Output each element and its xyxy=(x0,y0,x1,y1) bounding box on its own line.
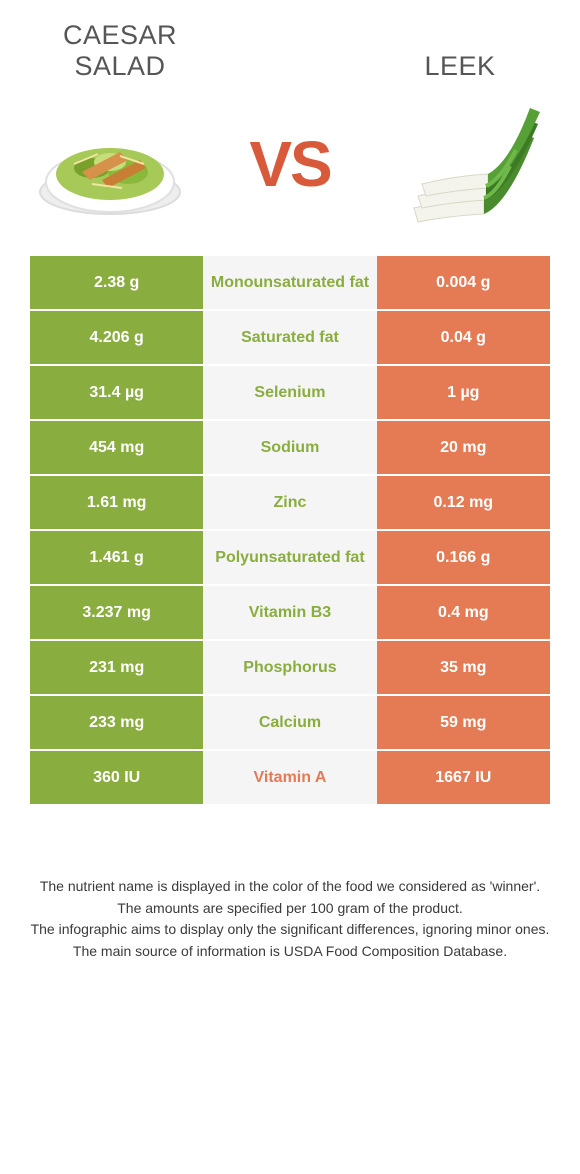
table-row: 2.38 gMonounsaturated fat0.004 g xyxy=(30,256,550,311)
cell-right-value: 0.12 mg xyxy=(377,476,550,529)
cell-nutrient-label: Selenium xyxy=(203,366,376,419)
cell-right-value: 1667 IU xyxy=(377,751,550,804)
food-left-title-line1: Caesar xyxy=(63,20,177,50)
leek-image xyxy=(388,94,548,234)
leek-icon xyxy=(388,94,548,234)
cell-right-value: 20 mg xyxy=(377,421,550,474)
cell-nutrient-label: Polyunsaturated fat xyxy=(203,531,376,584)
cell-right-value: 59 mg xyxy=(377,696,550,749)
table-row: 231 mgPhosphorus35 mg xyxy=(30,641,550,696)
salad-image xyxy=(32,94,192,234)
infographic-container: Caesar salad Leek VS xyxy=(0,0,580,806)
table-row: 454 mgSodium20 mg xyxy=(30,421,550,476)
footer-line-2: The amounts are specified per 100 gram o… xyxy=(24,898,556,920)
cell-right-value: 0.166 g xyxy=(377,531,550,584)
footer-line-3: The infographic aims to display only the… xyxy=(24,919,556,941)
cell-nutrient-label: Saturated fat xyxy=(203,311,376,364)
comparison-table: 2.38 gMonounsaturated fat0.004 g4.206 gS… xyxy=(30,256,550,806)
images-row: VS xyxy=(30,94,550,234)
vs-label: VS xyxy=(249,127,330,201)
cell-nutrient-label: Sodium xyxy=(203,421,376,474)
cell-left-value: 2.38 g xyxy=(30,256,203,309)
cell-right-value: 0.4 mg xyxy=(377,586,550,639)
cell-right-value: 1 µg xyxy=(377,366,550,419)
table-row: 31.4 µgSelenium1 µg xyxy=(30,366,550,421)
cell-nutrient-label: Calcium xyxy=(203,696,376,749)
footer-notes: The nutrient name is displayed in the co… xyxy=(0,876,580,963)
cell-nutrient-label: Vitamin A xyxy=(203,751,376,804)
cell-nutrient-label: Phosphorus xyxy=(203,641,376,694)
table-row: 1.61 mgZinc0.12 mg xyxy=(30,476,550,531)
food-left-title: Caesar salad xyxy=(30,20,210,82)
salad-icon xyxy=(32,94,192,234)
cell-left-value: 3.237 mg xyxy=(30,586,203,639)
cell-left-value: 31.4 µg xyxy=(30,366,203,419)
cell-right-value: 0.04 g xyxy=(377,311,550,364)
cell-right-value: 0.004 g xyxy=(377,256,550,309)
cell-nutrient-label: Vitamin B3 xyxy=(203,586,376,639)
footer-line-1: The nutrient name is displayed in the co… xyxy=(24,876,556,898)
table-row: 1.461 gPolyunsaturated fat0.166 g xyxy=(30,531,550,586)
table-row: 360 IUVitamin A1667 IU xyxy=(30,751,550,806)
table-row: 3.237 mgVitamin B30.4 mg xyxy=(30,586,550,641)
footer-line-4: The main source of information is USDA F… xyxy=(24,941,556,963)
cell-nutrient-label: Monounsaturated fat xyxy=(203,256,376,309)
cell-nutrient-label: Zinc xyxy=(203,476,376,529)
cell-left-value: 4.206 g xyxy=(30,311,203,364)
cell-left-value: 231 mg xyxy=(30,641,203,694)
titles-row: Caesar salad Leek xyxy=(30,20,550,82)
food-left-title-line2: salad xyxy=(74,51,165,81)
cell-left-value: 1.461 g xyxy=(30,531,203,584)
table-row: 4.206 gSaturated fat0.04 g xyxy=(30,311,550,366)
food-right-title: Leek xyxy=(370,51,550,82)
cell-left-value: 360 IU xyxy=(30,751,203,804)
cell-right-value: 35 mg xyxy=(377,641,550,694)
cell-left-value: 454 mg xyxy=(30,421,203,474)
cell-left-value: 233 mg xyxy=(30,696,203,749)
cell-left-value: 1.61 mg xyxy=(30,476,203,529)
table-row: 233 mgCalcium59 mg xyxy=(30,696,550,751)
